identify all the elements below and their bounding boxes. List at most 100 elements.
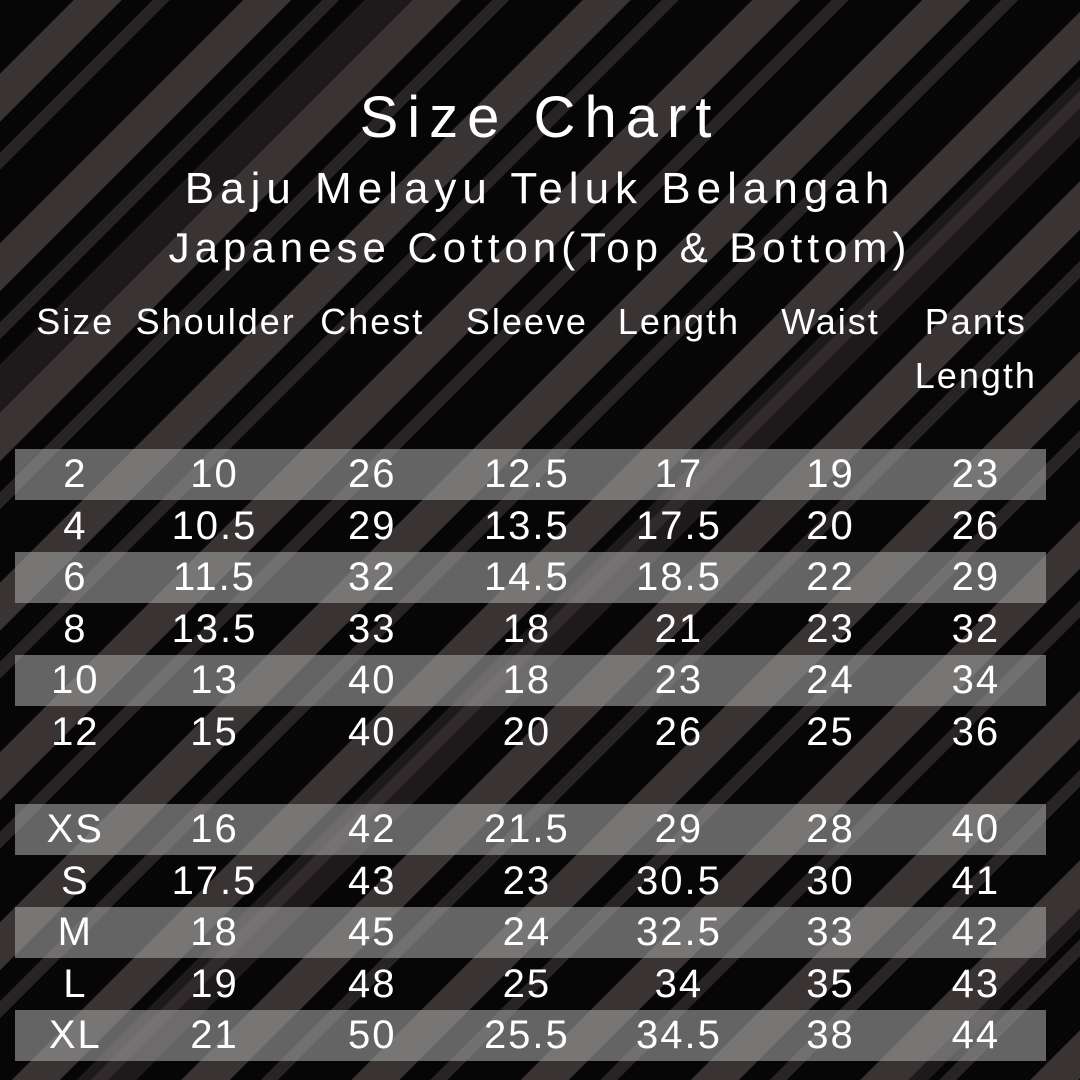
table-cell: 18 [190, 910, 239, 955]
table-cell: 21 [190, 1013, 239, 1058]
table-row: XL 21 50 25.5 34.5 38 44 [15, 1009, 1046, 1062]
table-cell: 25 [502, 961, 552, 1006]
table-cell: 30.5 [636, 858, 722, 903]
table-cell: 26 [347, 452, 397, 497]
table-cell: 13 [190, 658, 239, 703]
table-cell: 32 [951, 606, 1001, 651]
table-cell: 13.5 [171, 606, 258, 651]
table-cell: 20 [806, 503, 855, 548]
table-cell: 29 [951, 555, 1001, 600]
table-cell: 17.5 [171, 858, 258, 903]
table-cell: 10.5 [171, 503, 258, 548]
table-cell: 16 [190, 807, 239, 852]
table-cell: 34.5 [636, 1013, 722, 1058]
adult-size-table: XS 16 42 21.5 29 28 40 S 17.5 43 23 30.5 30 41 M 18 45 24… [0, 803, 1080, 1062]
table-cell: 25.5 [483, 1013, 570, 1058]
table-cell: 23 [654, 658, 704, 703]
child-size-table: 2 10 26 12.5 17 19 23 4 10.5 29 13.5 17.5 20 26 6 11.5 3… [0, 448, 1080, 758]
table-cell: 44 [951, 1013, 1001, 1058]
table-cell: 18.5 [636, 555, 722, 600]
table-cell: 24 [806, 658, 855, 703]
table-cell: 36 [951, 709, 1001, 754]
table-cell: 22 [806, 555, 855, 600]
table-cell: 40 [347, 658, 397, 703]
table-cell: 15 [190, 709, 239, 754]
table-cell: 40 [347, 709, 397, 754]
material-note: Japanese Cotton(Top & Bottom) [168, 223, 912, 271]
column-header-sleeve: Sleeve [465, 300, 588, 342]
table-cell: 24 [502, 910, 552, 955]
table-cell: 11.5 [173, 555, 256, 600]
table-cell: 29 [654, 807, 704, 852]
table-cell: 19 [806, 452, 855, 497]
table-cell: XS [46, 807, 104, 852]
table-cell: 35 [806, 961, 855, 1006]
table-row: L 19 48 25 34 35 43 [15, 958, 1046, 1010]
table-cell: 12.5 [483, 452, 570, 497]
table-cell: 17 [654, 452, 704, 497]
table-cell: 32 [347, 555, 397, 600]
table-cell: 8 [63, 606, 88, 651]
table-row: 10 13 40 18 23 24 34 [15, 654, 1046, 707]
table-cell: L [63, 961, 88, 1006]
column-header-chest: Chest [320, 300, 425, 342]
table-cell: 19 [190, 961, 239, 1006]
table-cell: 23 [951, 452, 1001, 497]
table-header: Size Shoulder Chest Sleeve Length Waist … [15, 295, 1046, 403]
table-row: 2 10 26 12.5 17 19 23 [15, 448, 1046, 501]
table-cell: 14.5 [483, 555, 570, 600]
table-cell: 45 [347, 910, 397, 955]
table-cell: 18 [502, 658, 552, 703]
table-cell: 10 [190, 452, 239, 497]
column-header-size: Size [36, 300, 115, 342]
table-row: 4 10.5 29 13.5 17.5 20 26 [15, 500, 1046, 552]
table-cell: 26 [654, 709, 704, 754]
table-cell: 20 [502, 709, 552, 754]
product-name: Baju Melayu Teluk Belangah [184, 163, 896, 213]
table-row: M 18 45 24 32.5 33 42 [15, 906, 1046, 959]
table-cell: 30 [806, 858, 855, 903]
table-cell: 21 [654, 606, 704, 651]
table-cell: 42 [951, 910, 1001, 955]
table-cell: 42 [347, 807, 397, 852]
table-cell: 33 [347, 606, 397, 651]
table-cell: 12 [51, 709, 100, 754]
table-cell: 38 [806, 1013, 855, 1058]
table-cell: 43 [951, 961, 1001, 1006]
table-cell: 10 [51, 658, 100, 703]
table-cell: 13.5 [483, 503, 570, 548]
table-cell: 50 [347, 1013, 397, 1058]
table-cell: S [60, 858, 90, 903]
table-cell: 25 [806, 709, 855, 754]
table-cell: 48 [347, 961, 397, 1006]
table-cell: 28 [806, 807, 855, 852]
table-cell: 41 [951, 858, 1001, 903]
table-cell: 17.5 [636, 503, 722, 548]
table-row: 6 11.5 32 14.5 18.5 22 29 [15, 551, 1046, 604]
table-cell: 26 [951, 503, 1001, 548]
table-row: 8 13.5 33 18 21 23 32 [15, 603, 1046, 655]
table-cell: 32.5 [636, 910, 722, 955]
table-cell: 29 [347, 503, 397, 548]
table-row: XS 16 42 21.5 29 28 40 [15, 803, 1046, 856]
table-cell: 33 [806, 910, 855, 955]
page-title: Size Chart [359, 85, 721, 150]
table-cell: 21.5 [483, 807, 570, 852]
table-cell: M [57, 910, 93, 955]
table-cell: 2 [63, 452, 88, 497]
table-row: 12 15 40 20 26 25 36 [15, 706, 1046, 758]
table-cell: 18 [502, 606, 552, 651]
column-header-waist: Waist [781, 300, 880, 342]
table-cell: 4 [63, 503, 88, 548]
column-header-shoulder: Shoulder [135, 300, 296, 342]
table-cell: 23 [806, 606, 855, 651]
column-header-pants-length: Pants Length [914, 300, 1037, 396]
table-cell: 40 [951, 807, 1001, 852]
table-cell: 6 [63, 555, 88, 600]
column-header-length: Length [617, 300, 740, 342]
table-cell: 23 [502, 858, 552, 903]
table-cell: 34 [951, 658, 1001, 703]
table-cell: 34 [654, 961, 704, 1006]
table-cell: 43 [347, 858, 397, 903]
